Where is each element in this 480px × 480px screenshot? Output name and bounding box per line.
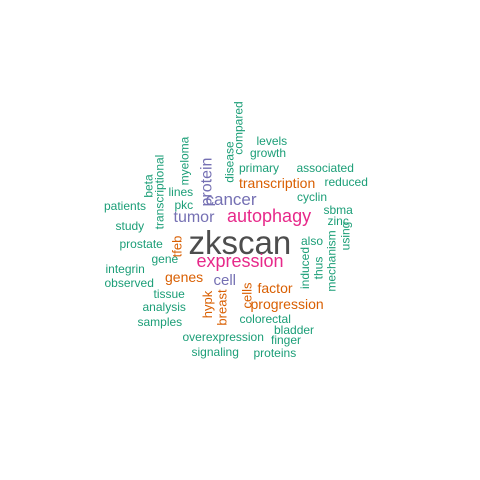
word-signaling: signaling xyxy=(191,345,239,359)
word-primary: primary xyxy=(239,161,280,175)
word-proteins: proteins xyxy=(253,346,297,360)
word-cancer: cancer xyxy=(205,189,257,209)
word-thus: thus xyxy=(310,256,325,280)
word-bladder: bladder xyxy=(274,323,315,337)
word-observed: observed xyxy=(104,276,154,290)
word-tumor: tumor xyxy=(173,209,215,226)
word-hypk: hypk xyxy=(199,290,215,318)
word-zkscan: zkscan xyxy=(188,223,292,261)
word-induced: induced xyxy=(298,246,313,290)
word-using: using xyxy=(337,221,352,251)
word-disease: disease xyxy=(222,141,237,183)
word-mechanism: mechanism xyxy=(324,230,339,292)
word-transcription: transcription xyxy=(239,175,316,191)
word-transcriptional: transcriptional xyxy=(151,154,166,230)
word-sbma: sbma xyxy=(323,203,353,217)
word-prostate: prostate xyxy=(119,237,163,251)
word-overexpression: overexpression xyxy=(182,330,264,344)
word-protein: protein xyxy=(197,157,215,207)
word-levels: levels xyxy=(256,134,288,148)
word-also: also xyxy=(301,234,324,248)
word-progression: progression xyxy=(250,296,324,312)
word-finger: finger xyxy=(271,333,302,347)
word-expression: expression xyxy=(196,251,284,271)
word-associated: associated xyxy=(296,161,354,175)
word-gene: gene xyxy=(151,252,179,266)
word-colorectal: colorectal xyxy=(239,312,291,326)
word-cyclin: cyclin xyxy=(297,190,328,204)
word-autophagy: autophagy xyxy=(227,206,312,226)
word-analysis: analysis xyxy=(142,300,186,314)
word-factor: factor xyxy=(257,280,293,296)
word-integrin: integrin xyxy=(105,262,145,276)
word-samples: samples xyxy=(137,315,183,329)
word-growth: growth xyxy=(250,146,287,160)
word-tissue: tissue xyxy=(153,287,185,301)
word-study: study xyxy=(115,219,145,233)
word-breast: breast xyxy=(214,288,230,326)
word-patients: patients xyxy=(104,199,147,213)
word-reduced: reduced xyxy=(324,175,368,189)
word-pkc: pkc xyxy=(174,198,194,212)
word-lines: lines xyxy=(168,185,194,199)
word-genes: genes xyxy=(165,269,204,285)
word-zinc: zinc xyxy=(327,214,349,228)
word-cells: cells xyxy=(239,281,255,309)
word-cell: cell xyxy=(213,271,237,289)
word-myeloma: myeloma xyxy=(176,136,191,186)
